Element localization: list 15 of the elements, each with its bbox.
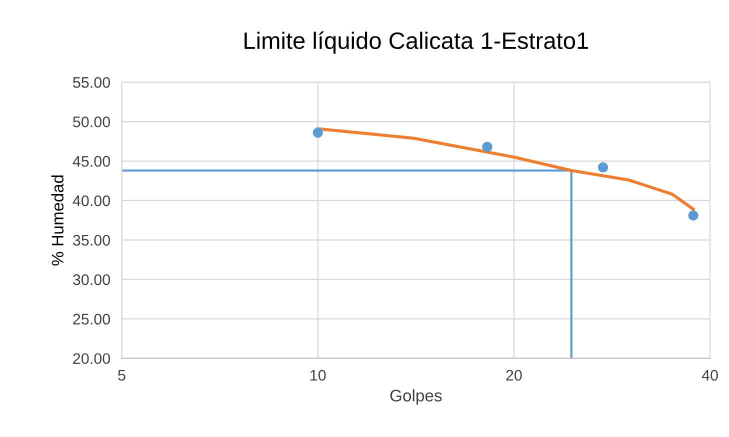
y-tick-label: 50.00 <box>73 116 110 128</box>
y-tick-label: 45.00 <box>72 156 110 167</box>
x-tick-label: 40 <box>702 370 718 381</box>
chart-title: Limite líquido Calicata 1-Estrato1 <box>244 31 588 54</box>
y-axis-title: % Humedad <box>51 175 64 266</box>
y-tick-label: 40.00 <box>72 195 110 206</box>
y-tick-label: 20.00 <box>73 353 110 364</box>
x-tick-label: 20 <box>506 370 522 381</box>
y-tick-label: 25.00 <box>73 314 110 325</box>
y-tick-label: 30.00 <box>72 274 110 286</box>
y-tick-label: 55.00 <box>73 77 110 88</box>
y-tick-label: 35.00 <box>72 234 110 246</box>
x-tick-label: 5 <box>118 370 126 381</box>
x-axis-title: Golpes <box>390 389 442 405</box>
x-tick-label: 10 <box>310 370 326 381</box>
